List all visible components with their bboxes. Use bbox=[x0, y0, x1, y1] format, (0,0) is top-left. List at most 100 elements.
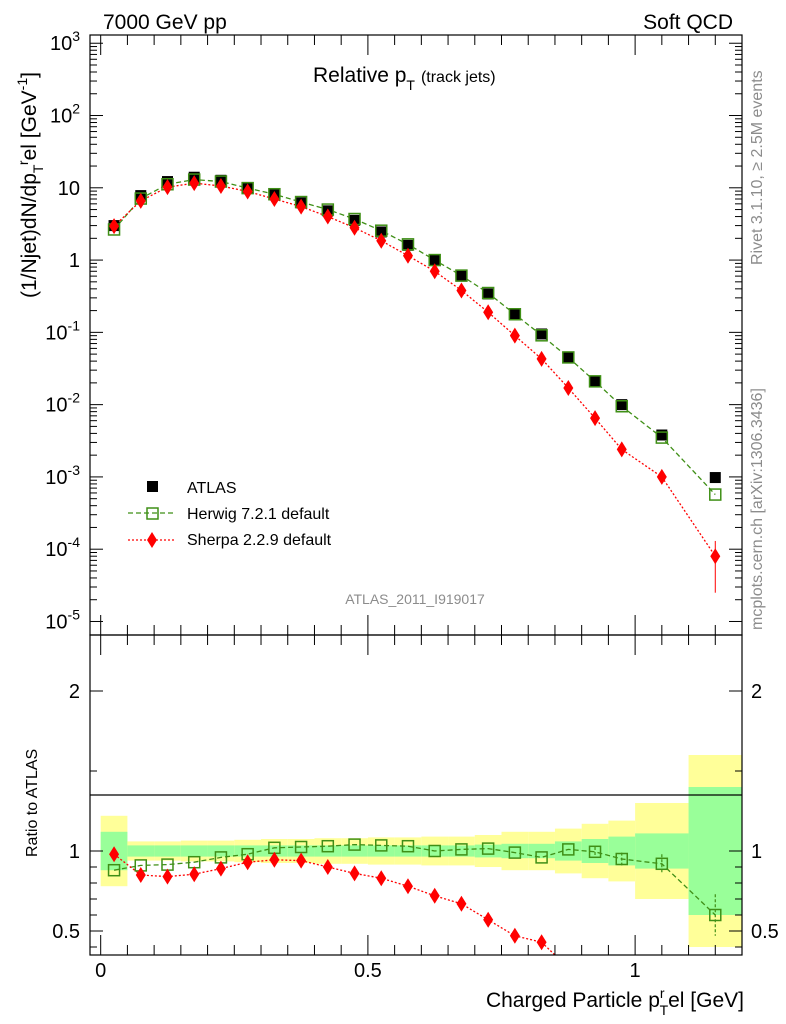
main-y-tick-label: 10-3 bbox=[45, 462, 80, 489]
atlas-point bbox=[375, 226, 387, 238]
main-title-sub: T bbox=[406, 77, 415, 93]
herwig-ratio-point bbox=[615, 852, 629, 866]
sherpa-point bbox=[563, 379, 574, 396]
herwig-ratio-point bbox=[535, 851, 548, 864]
main-y-label-sub: T bbox=[30, 164, 46, 173]
main-y-axis: 10-5 10-4 10-3 10-2 10-1 1 10 102 103 bbox=[45, 28, 742, 633]
sherpa-ratio-point bbox=[563, 960, 573, 976]
sherpa-ratio-point bbox=[296, 852, 307, 869]
ratio-panel: 0.5 0.51 12 2 0 0.5 1 Ratio to ATLAS Charged … bbox=[24, 35, 779, 1018]
header-left: 7000 GeV pp bbox=[103, 11, 227, 34]
main-y-tick-label: 103 bbox=[50, 28, 80, 55]
sherpa-ratio-point bbox=[135, 867, 146, 883]
sherpa-point bbox=[296, 198, 307, 215]
herwig-point bbox=[615, 399, 629, 413]
herwig-point bbox=[481, 286, 495, 300]
x-tick-label: 1 bbox=[630, 960, 641, 982]
atlas-point bbox=[589, 375, 601, 387]
stat-uncertainty-band bbox=[448, 845, 475, 857]
main-y-tick-label: 10-5 bbox=[45, 606, 80, 633]
sherpa-point bbox=[536, 350, 547, 367]
herwig-ratio-line bbox=[113, 843, 716, 916]
herwig-line bbox=[113, 178, 716, 496]
main-y-label-sup: r bbox=[15, 160, 31, 165]
herwig-ratio-point bbox=[428, 844, 441, 858]
stat-uncertainty-band bbox=[127, 845, 155, 857]
main-y-tick-label: 10 bbox=[58, 178, 80, 200]
stat-uncertainty-band bbox=[608, 836, 636, 866]
sherpa-point bbox=[109, 218, 120, 235]
sherpa-ratio-point bbox=[189, 866, 200, 883]
legend-sherpa-label: Sherpa 2.2.9 default bbox=[187, 532, 332, 549]
sherpa-point bbox=[269, 190, 280, 207]
herwig-point bbox=[508, 308, 522, 321]
sherpa-ratio-point bbox=[590, 963, 600, 979]
sherpa-point bbox=[402, 247, 413, 264]
sherpa-point bbox=[483, 304, 494, 321]
ratio-y-tick-label-right: 1 bbox=[751, 841, 762, 863]
sherpa-ratio-point bbox=[483, 911, 494, 928]
herwig-ratio-point bbox=[562, 843, 575, 856]
sherpa-ratio-point bbox=[109, 846, 120, 863]
sherpa-line bbox=[113, 182, 716, 557]
herwig-point bbox=[588, 375, 602, 388]
ratio-series bbox=[107, 838, 722, 979]
stat-uncertainty-band bbox=[287, 845, 315, 857]
rivet-label: Rivet 3.1.10, ≥ 2.5M events bbox=[749, 70, 766, 265]
herwig-ratio-point bbox=[655, 857, 669, 871]
x-tick-label: 0 bbox=[95, 960, 106, 982]
atlas-point bbox=[482, 288, 494, 300]
atlas-point bbox=[616, 399, 628, 411]
main-y-label-c: ] bbox=[18, 72, 41, 78]
atlas-point bbox=[562, 351, 574, 363]
herwig-ratio-point bbox=[709, 908, 722, 922]
main-y-tick-label: 10-4 bbox=[45, 534, 80, 561]
herwig-ratio-point bbox=[481, 842, 495, 855]
main-series bbox=[107, 171, 722, 593]
x-label-a: Charged Particle p bbox=[486, 989, 660, 1012]
herwig-ratio-point bbox=[107, 863, 121, 877]
sherpa-point bbox=[162, 179, 173, 196]
x-label-sub: T bbox=[660, 1002, 669, 1018]
legend-atlas-marker bbox=[147, 481, 158, 492]
main-title-text: Relative p bbox=[313, 64, 406, 87]
sherpa-point bbox=[215, 177, 226, 194]
stat-uncertainty-band bbox=[474, 844, 502, 858]
main-title: Relative pT (track jets) bbox=[313, 64, 496, 93]
sherpa-point bbox=[349, 219, 360, 236]
main-y-label-a: (1/Njet)dN/dp bbox=[18, 173, 41, 298]
ratio-bands bbox=[100, 755, 742, 947]
atlas-point bbox=[455, 270, 467, 282]
main-panel: 10-5 10-4 10-3 10-2 10-1 1 10 102 103 Relative p… bbox=[14, 28, 743, 636]
legend: ATLAS Herwig 7.2.1 default Sherpa 2.2.9 … bbox=[128, 480, 332, 549]
herwig-point bbox=[562, 351, 575, 364]
analysis-label: ATLAS_2011_I919017 bbox=[345, 591, 485, 607]
sherpa-point bbox=[616, 441, 627, 458]
legend-herwig-label: Herwig 7.2.1 default bbox=[187, 506, 330, 523]
herwig-ratio-point bbox=[455, 843, 468, 856]
ratio-y-axis: 0.5 0.5 1 1 2 2 bbox=[52, 681, 779, 948]
x-label-sup: r bbox=[660, 985, 665, 1001]
ratio-y-tick-label: 0.5 bbox=[52, 921, 80, 943]
main-title-small: (track jets) bbox=[421, 69, 496, 86]
atlas-point bbox=[429, 254, 441, 266]
herwig-ratio-point bbox=[348, 838, 361, 851]
ratio-y-tick-label: 2 bbox=[69, 681, 80, 703]
herwig-point bbox=[455, 269, 468, 282]
atlas-point bbox=[536, 328, 548, 340]
legend-sherpa-marker bbox=[147, 532, 157, 548]
sherpa-ratio-point bbox=[242, 854, 253, 871]
x-label-b: el [GeV] bbox=[668, 989, 744, 1012]
main-y-label-b: el [GeV bbox=[18, 90, 41, 160]
sherpa-ratio-point bbox=[402, 878, 413, 895]
ratio-y-label: Ratio to ATLAS bbox=[24, 749, 41, 857]
herwig-ratio-point bbox=[375, 839, 388, 852]
stat-uncertainty-band bbox=[207, 845, 235, 857]
herwig-ratio-point bbox=[401, 839, 415, 853]
mcplots-label: mcplots.cern.ch [arXiv:1306.3436] bbox=[749, 388, 766, 630]
sherpa-point bbox=[590, 410, 601, 427]
ratio-y-tick-label: 1 bbox=[69, 841, 80, 863]
main-y-tick-label: 1 bbox=[69, 250, 80, 272]
sherpa-ratio-point bbox=[322, 859, 333, 875]
